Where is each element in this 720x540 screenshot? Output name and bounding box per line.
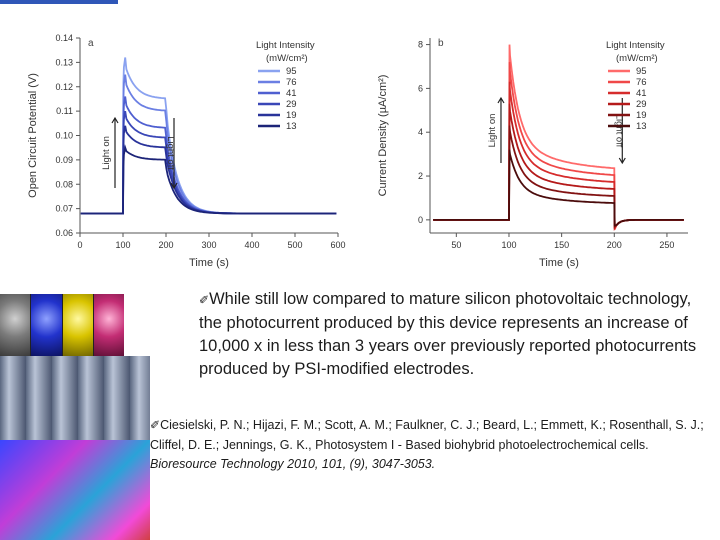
legend-entry-13: 13 — [286, 121, 297, 132]
legend-title: Light Intensity — [256, 40, 315, 51]
chart-current-density: b 50 100 150 200 250 0 2 4 6 8 Time (s) Current Dens… — [370, 28, 700, 270]
x-tick-label: 100 — [115, 240, 130, 250]
y-tick-label: 0.13 — [55, 57, 73, 67]
light-on-arrow-head — [111, 116, 119, 124]
series-line-19 — [80, 125, 337, 215]
x-tick-label: 200 — [607, 240, 622, 250]
x-tick-label: 250 — [659, 240, 674, 250]
x-axis-title: Time (s) — [539, 257, 579, 269]
x-tick-label: 100 — [501, 240, 516, 250]
citation: ✐Ciesielski, P. N.; Hijazi, F. M.; Scott… — [150, 416, 710, 475]
series-line-29 — [80, 110, 337, 215]
x-tick-label: 150 — [554, 240, 569, 250]
light-off-label: Light off — [165, 136, 176, 170]
yellow-pillar-image — [62, 294, 94, 356]
x-tick-label: 300 — [201, 240, 216, 250]
panel-label: b — [438, 38, 444, 49]
y-tick-label: 0.09 — [55, 155, 73, 165]
legend-title: Light Intensity — [606, 40, 665, 51]
y-tick-label: 6 — [418, 83, 423, 93]
series-line-13 — [433, 149, 684, 227]
pencil-bullet-icon: ✐ — [150, 418, 161, 432]
colored-pillar-tiles — [0, 294, 124, 356]
y-tick-label: 0.14 — [55, 33, 73, 43]
x-tick-label: 0 — [77, 240, 82, 250]
legend-entry-29: 29 — [636, 99, 647, 110]
series-line-95 — [80, 57, 337, 215]
legend-units: (mW/cm²) — [266, 53, 308, 64]
chart-open-circuit-potential: a 0 100 200 300 400 500 600 0.06 0.07 0.08 0.09 0.10… — [20, 28, 350, 270]
y-tick-label: 4 — [418, 127, 423, 137]
legend-entry-41: 41 — [636, 88, 647, 99]
light-on-arrow-head — [497, 96, 505, 104]
citation-text: Ciesielski, P. N.; Hijazi, F. M.; Scott,… — [150, 418, 704, 452]
sem-pillar-image — [0, 356, 150, 440]
y-tick-label: 8 — [418, 40, 423, 50]
y-axis-title: Current Density (µA/cm²) — [377, 75, 389, 197]
ocp-svg: a 0 100 200 300 400 500 600 0.06 0.07 0.08 0.09 0.10… — [27, 33, 346, 269]
x-tick-label: 600 — [330, 240, 345, 250]
y-tick-label: 0.07 — [55, 204, 73, 214]
legend-entry-13: 13 — [636, 121, 647, 132]
surface-topography-image — [0, 440, 150, 540]
cd-svg: b 50 100 150 200 250 0 2 4 6 8 Time (s) Current Dens… — [377, 38, 688, 269]
y-tick-label: 0.10 — [55, 131, 73, 141]
y-tick-label: 0.11 — [56, 106, 73, 116]
legend-entry-19: 19 — [286, 110, 297, 121]
citation-journal: Bioresource Technology 2010, 101, (9), 3… — [150, 457, 436, 471]
light-off-arrow-head — [618, 157, 626, 165]
device-images — [0, 294, 150, 540]
pencil-bullet-icon: ✐ — [199, 293, 210, 307]
top-accent-bar — [0, 0, 118, 4]
series-line-13 — [80, 144, 337, 215]
x-tick-label: 200 — [158, 240, 173, 250]
y-axis-title: Open Circuit Potential (V) — [27, 73, 39, 198]
x-tick-label: 400 — [244, 240, 259, 250]
panel-label: a — [88, 38, 94, 49]
legend-entry-76: 76 — [286, 77, 297, 88]
legend-units: (mW/cm²) — [616, 53, 658, 64]
legend-entry-41: 41 — [286, 88, 297, 99]
light-off-arrow-head — [170, 182, 178, 190]
x-tick-label: 500 — [287, 240, 302, 250]
x-tick-label: 50 — [451, 240, 461, 250]
y-tick-label: 0.06 — [55, 228, 73, 238]
y-tick-label: 2 — [418, 171, 423, 181]
light-on-label: Light on — [101, 136, 112, 170]
series-line-76 — [80, 74, 337, 215]
blue-pillar-image — [31, 294, 63, 356]
body-text: While still low compared to mature silic… — [199, 290, 697, 378]
gray-pillar-image — [0, 294, 32, 356]
light-off-label: Light off — [613, 114, 624, 148]
x-axis-title: Time (s) — [189, 257, 229, 269]
legend-entry-95: 95 — [286, 66, 297, 77]
legend-entry-95: 95 — [636, 66, 647, 77]
y-tick-label: 0.12 — [55, 82, 73, 92]
series-line-41 — [80, 96, 337, 215]
light-on-label: Light on — [487, 114, 498, 148]
legend-entry-76: 76 — [636, 77, 647, 88]
legend-entry-19: 19 — [636, 110, 647, 121]
body-paragraph: ✐While still low compared to mature sili… — [199, 288, 714, 381]
y-tick-label: 0.08 — [55, 179, 73, 189]
y-tick-label: 0 — [418, 215, 423, 225]
legend-entry-29: 29 — [286, 99, 297, 110]
pink-pillar-image — [93, 294, 124, 356]
